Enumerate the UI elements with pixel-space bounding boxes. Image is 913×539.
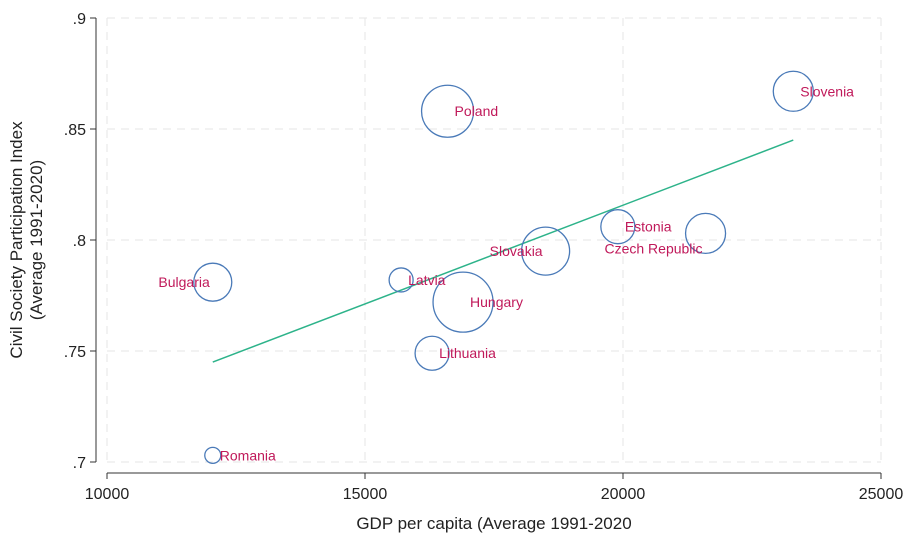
label-bulgaria: Bulgaria bbox=[158, 274, 210, 290]
x-tick-label: 10000 bbox=[85, 486, 130, 503]
point-czech-republic bbox=[684, 212, 727, 254]
label-lithuania: Lithuania bbox=[439, 345, 496, 361]
y-axis-title-line2: (Average 1991-2020) bbox=[27, 160, 46, 320]
point-slovakia bbox=[520, 226, 571, 276]
label-romania: Romania bbox=[220, 447, 276, 463]
data-labels: Slovenia Poland Estonia Czech Republic Slova… bbox=[158, 83, 854, 463]
point-lithuania bbox=[414, 335, 450, 371]
y-axis-title-line1: Civil Society Participation Index bbox=[7, 121, 26, 359]
fit-line bbox=[212, 139, 794, 363]
label-estonia: Estonia bbox=[625, 219, 672, 235]
label-slovenia: Slovenia bbox=[800, 83, 854, 99]
label-latvia: Latvia bbox=[408, 272, 446, 288]
ticks: 10000 15000 20000 25000 .7 .75 .8 .85 .9 bbox=[64, 11, 904, 503]
point-poland bbox=[420, 84, 475, 138]
label-slovakia: Slovakia bbox=[490, 243, 543, 259]
fit-line-group bbox=[212, 139, 794, 363]
point-latvia bbox=[388, 267, 414, 293]
label-hungary: Hungary bbox=[470, 294, 523, 310]
y-axis-title: Civil Society Participation Index (Avera… bbox=[7, 121, 46, 359]
x-axis-title: GDP per capita (Average 1991-2020 bbox=[356, 514, 631, 533]
y-tick-label: .7 bbox=[73, 455, 86, 472]
data-points bbox=[193, 70, 814, 464]
label-czech-republic: Czech Republic bbox=[604, 240, 702, 256]
point-bulgaria bbox=[193, 262, 233, 302]
point-hungary bbox=[432, 271, 494, 333]
y-tick-label: .9 bbox=[73, 11, 86, 28]
x-tick-label: 15000 bbox=[343, 486, 388, 503]
gridlines bbox=[106, 17, 882, 463]
y-tick-label: .85 bbox=[64, 122, 86, 139]
y-tick-label: .8 bbox=[73, 233, 86, 250]
x-tick-label: 25000 bbox=[859, 486, 904, 503]
x-tick-label: 20000 bbox=[601, 486, 646, 503]
point-estonia bbox=[600, 209, 636, 245]
y-tick-label: .75 bbox=[64, 344, 86, 361]
point-romania bbox=[204, 446, 222, 464]
label-poland: Poland bbox=[455, 103, 499, 119]
point-slovenia bbox=[772, 70, 814, 112]
